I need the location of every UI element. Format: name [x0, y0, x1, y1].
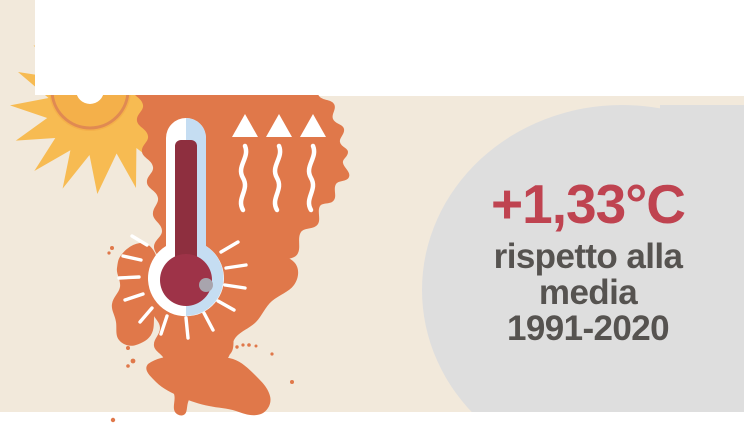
island-egadi-2: [126, 364, 130, 368]
island-sant-antioco: [126, 346, 130, 350]
thermometer-glow-rays: [117, 234, 248, 340]
thermometer-icon: [148, 118, 224, 317]
heat-arrow-wave-3: [306, 143, 317, 213]
heat-arrow-head-2: [266, 114, 292, 137]
heat-arrow-wave-2: [272, 143, 283, 213]
heat-wave-arrows: [238, 143, 317, 213]
island-asinara-2: [107, 251, 111, 255]
island-eolie-c: [247, 343, 251, 347]
heat-arrow-heads: [232, 114, 326, 137]
island-ionian-dot: [290, 380, 294, 384]
island-eolie-d: [254, 344, 258, 348]
island-eolie-a: [235, 345, 239, 349]
banner-card: [35, 0, 696, 95]
gray-panel-extension: [660, 105, 744, 425]
heat-arrow-head-1: [232, 114, 258, 137]
island-egadi: [130, 358, 136, 364]
island-pantelleria: [110, 417, 116, 423]
island-adriatic-dot: [245, 173, 251, 179]
island-asinara: [110, 246, 114, 250]
island-eolie-b: [241, 343, 245, 347]
bottom-white-strip: [0, 412, 744, 430]
heat-arrow-wave-1: [238, 143, 249, 213]
italy-sicily: [146, 354, 271, 416]
thermometer-bulb-highlight: [199, 278, 213, 292]
thermometer-mercury: [175, 140, 197, 272]
island-eolie-e: [270, 352, 274, 356]
heat-arrow-head-3: [300, 114, 326, 137]
thermometer-bulb: [160, 254, 212, 306]
